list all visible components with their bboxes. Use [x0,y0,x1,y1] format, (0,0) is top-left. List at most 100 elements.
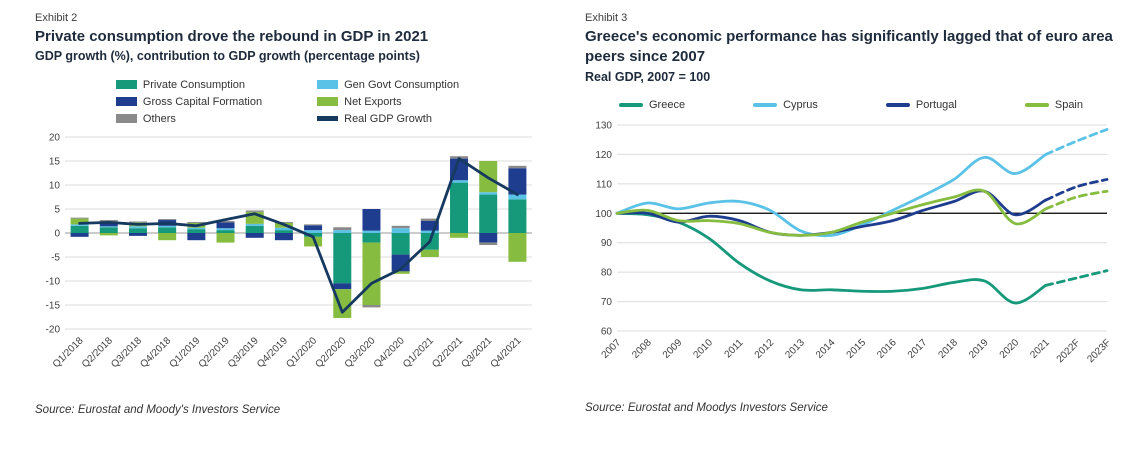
line-spain [615,188,1048,237]
gdp-contribution-chart: -20 -15 -10 -5 0 5 10 15 20 Q1/2018 Q2/2018 Q3/2018… [35,129,540,396]
legend-label: Portugal [915,98,957,111]
others-swatch [115,114,137,123]
svg-text:Q1/2020: Q1/2020 [284,335,319,370]
legend-label: Gen Govt Consumption [344,78,460,91]
svg-text:Q2/2021: Q2/2021 [430,335,465,370]
svg-text:Q4/2021: Q4/2021 [489,335,524,370]
legend-item-portugal: Portugal [885,98,957,111]
legend-item-private-consumption: Private Consumption [115,78,262,91]
legend-item-net-exports: Net Exports [317,96,459,108]
legend-item-gross-capital-formation: Gross Capital Formation [115,96,262,108]
svg-text:2023F: 2023F [1085,337,1113,365]
svg-text:90: 90 [601,238,613,249]
legend-item-greece: Greece [619,99,685,111]
line-spain-forecast [1044,189,1109,211]
svg-text:2019: 2019 [967,337,991,361]
svg-text:110: 110 [596,179,612,190]
gen-govt-consumption-swatch [317,80,339,89]
spain-swatch [1024,102,1049,107]
exhibit2-label: Exhibit 2 [35,12,78,24]
svg-text:2009: 2009 [661,337,685,361]
svg-text:2022F: 2022F [1055,337,1083,365]
svg-text:Q2/2018: Q2/2018 [80,335,115,370]
svg-text:Q4/2020: Q4/2020 [372,335,407,370]
exhibit3-subtitle: Real GDP, 2007 = 100 [585,69,711,84]
legend-item-real-gdp-growth: Real GDP Growth [317,113,459,125]
legend-item-cyprus: Cyprus [753,99,818,111]
svg-text:20: 20 [49,132,61,143]
legend-label: Net Exports [344,95,402,108]
real-gdp-index-chart: 60 70 80 90 100 110 120 130 2007 2008 2009 2010 2011… [585,115,1117,394]
exhibit3-legend: Greece Cyprus Portugal Spain [585,99,1117,111]
line-cyprus-forecast [1044,127,1109,156]
exhibit3-label: Exhibit 3 [585,12,628,24]
svg-text:Q3/2021: Q3/2021 [459,335,494,370]
line-greece [615,211,1048,305]
line-greece-forecast [1044,269,1109,287]
legend-label: Private Consumption [142,78,246,91]
svg-text:Q1/2019: Q1/2019 [168,335,203,370]
svg-text:2020: 2020 [998,337,1022,361]
legend-label: Real GDP Growth [344,112,432,125]
legend-item-spain: Spain [1024,98,1083,111]
legend-label: Cyprus [783,98,818,111]
exhibit3-panel: Exhibit 3 Greece's economic performance … [585,12,1117,414]
svg-text:2021: 2021 [1028,337,1052,361]
svg-text:-20: -20 [46,324,61,335]
svg-text:2008: 2008 [630,337,654,361]
svg-text:Q1/2018: Q1/2018 [51,335,86,370]
legend-label: Others [142,112,176,125]
real-gdp-index-svg: 60 70 80 90 100 110 120 130 2007 2008 2009 2010 2011… [595,120,1113,365]
svg-text:120: 120 [595,150,612,161]
exhibit2-panel: Exhibit 2 Private consumption drove the … [35,12,540,416]
legend-label: Greece [649,98,686,111]
cyprus-swatch [753,102,778,107]
svg-text:130: 130 [595,120,612,131]
svg-text:-15: -15 [46,300,61,311]
svg-text:2014: 2014 [814,337,838,361]
svg-text:2017: 2017 [906,337,930,361]
svg-text:80: 80 [601,267,613,278]
svg-text:60: 60 [601,326,613,337]
private-consumption-swatch [115,80,137,89]
svg-text:Q2/2020: Q2/2020 [313,335,348,370]
net-exports-swatch [317,97,339,106]
svg-text:15: 15 [49,156,61,167]
svg-text:Q3/2019: Q3/2019 [226,335,261,370]
svg-text:2010: 2010 [691,337,715,361]
line-portugal-forecast [1044,177,1109,202]
svg-text:10: 10 [49,180,61,191]
exhibit2-source: Source: Eurostat and Moody's Investors S… [35,403,281,416]
svg-text:Q4/2018: Q4/2018 [138,335,173,370]
exhibit3-source: Source: Eurostat and Moodys Investors Se… [585,401,828,414]
exhibit3-title: Greece's economic performance has signif… [585,28,1113,66]
portugal-swatch [885,102,910,107]
exhibit2-legend: Private Consumption Gen Govt Consumption G… [115,78,459,125]
svg-text:2011: 2011 [723,337,746,360]
svg-text:0: 0 [54,228,60,239]
svg-text:2007: 2007 [600,337,624,361]
legend-label: Spain [1054,98,1083,111]
gdp-contribution-svg: -20 -15 -10 -5 0 5 10 15 20 Q1/2018Q2/2018Q3/2018… [46,132,532,370]
svg-text:-5: -5 [51,252,60,263]
exhibit2-title: Private consumption drove the rebound in… [35,28,429,45]
svg-text:100: 100 [595,209,612,220]
svg-text:70: 70 [601,297,613,308]
legend-item-others: Others [115,112,262,125]
svg-text:Q3/2018: Q3/2018 [109,335,144,370]
svg-text:2012: 2012 [753,337,777,361]
real-gdp-growth-line [78,156,519,314]
svg-text:Q3/2020: Q3/2020 [343,335,378,370]
legend-item-gen-govt-consumption: Gen Govt Consumption [317,79,459,91]
svg-text:2016: 2016 [875,337,899,361]
svg-text:2013: 2013 [783,337,807,361]
svg-text:2015: 2015 [845,337,869,361]
greece-swatch [619,102,643,107]
exhibit2-subtitle: GDP growth (%), contribution to GDP grow… [35,49,420,64]
svg-text:2018: 2018 [936,337,960,361]
real-gdp-growth-swatch [317,116,339,121]
line-cyprus [615,152,1048,237]
svg-text:Q2/2019: Q2/2019 [197,335,232,370]
svg-text:Q1/2021: Q1/2021 [401,335,436,370]
svg-text:-10: -10 [46,276,61,287]
